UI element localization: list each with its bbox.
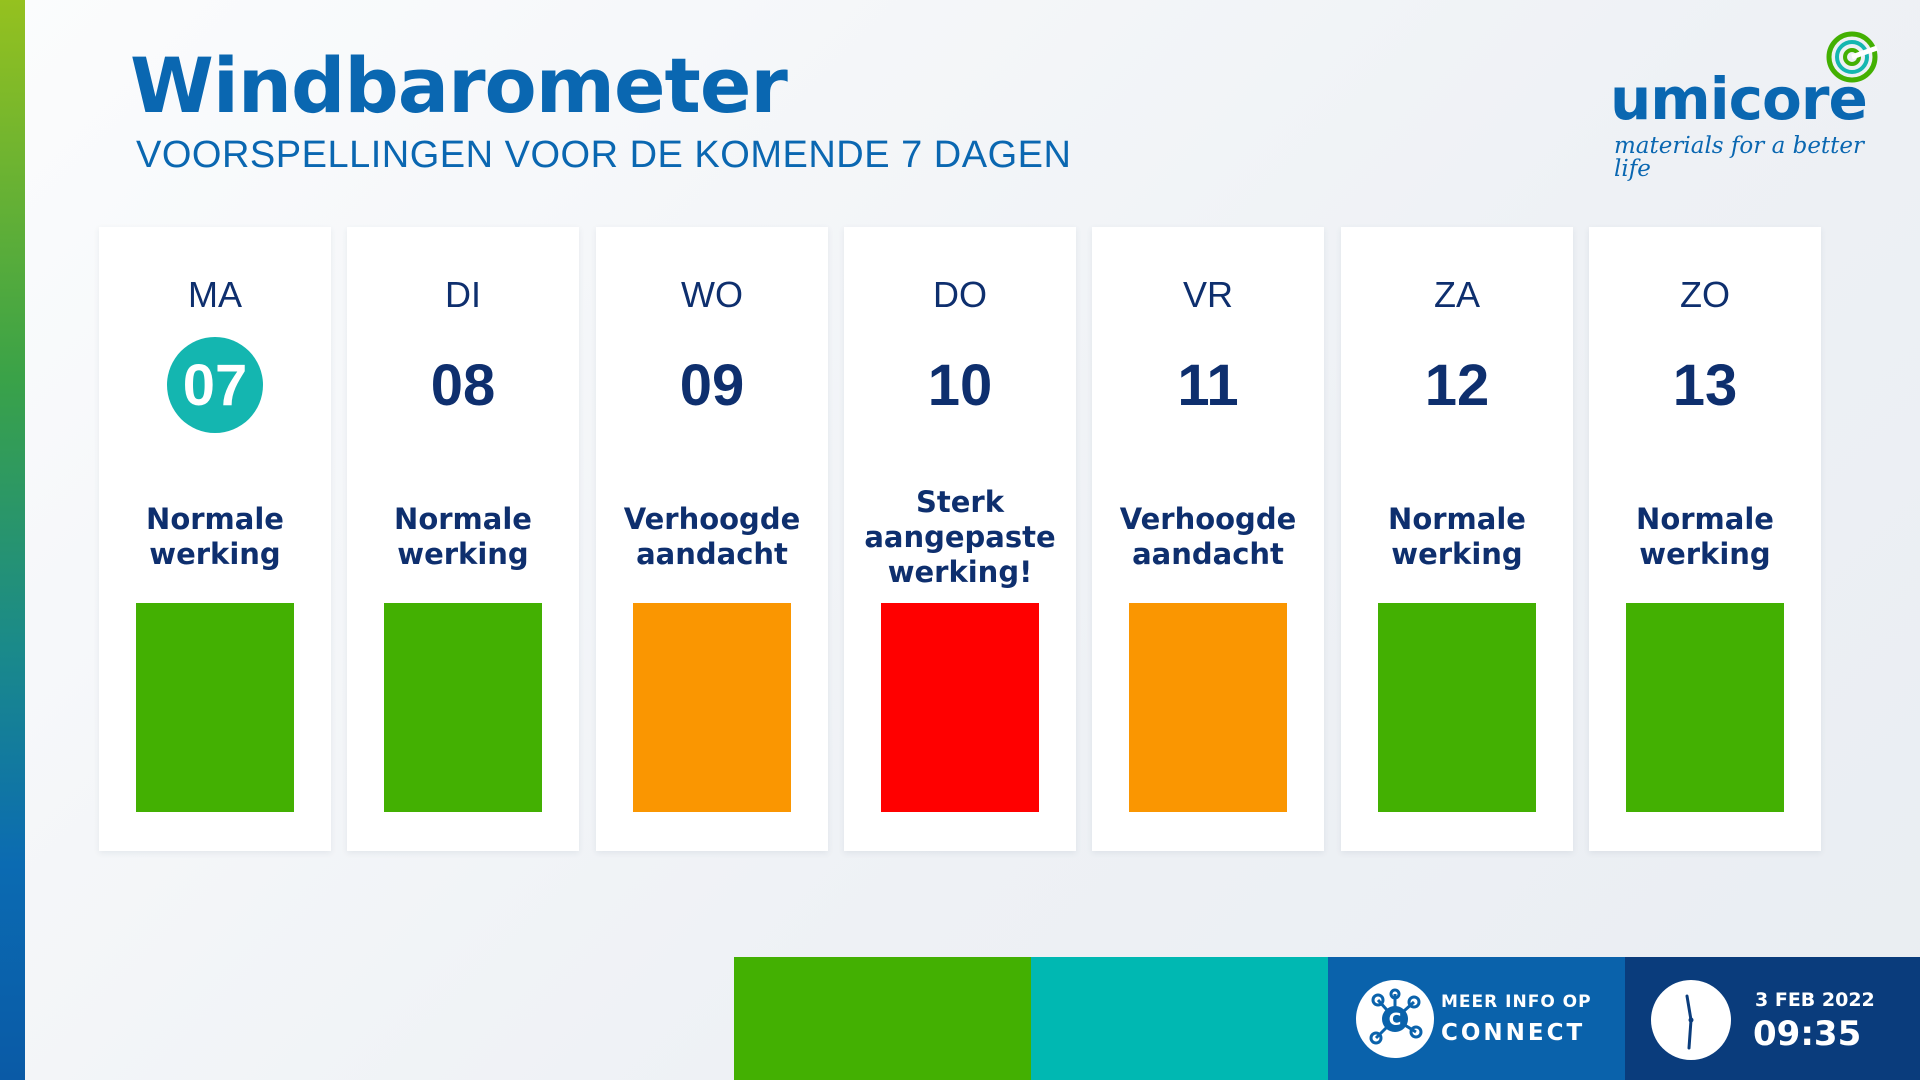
day-name: ZO	[1680, 274, 1730, 315]
page-subtitle: VOORSPELLINGEN VOOR DE KOMENDE 7 DAGEN	[136, 134, 1072, 176]
umicore-swirl-icon	[1826, 31, 1878, 83]
footer-bar: C MEER INFO OP CONNECT 3 FEB 2022 09:35	[734, 957, 1920, 1080]
forecast-cards: MA 07 Normale werking DI 08 Normale werk…	[99, 227, 1821, 851]
footer-green-block	[734, 957, 1031, 1080]
connect-network-icon: C	[1356, 980, 1434, 1058]
status-color-block	[633, 603, 791, 812]
logo-tagline: materials for a better life	[1614, 133, 1865, 182]
day-card: DI 08 Normale werking	[347, 227, 579, 851]
day-card: VR 11 Verhoogde aandacht	[1092, 227, 1324, 851]
day-status: Normale werking	[1636, 502, 1774, 571]
status-color-block	[1129, 603, 1287, 812]
day-name: ZA	[1433, 274, 1480, 315]
footer-teal-block	[1031, 957, 1328, 1080]
day-name: MA	[188, 274, 242, 315]
day-date: 08	[430, 352, 496, 418]
day-date: 12	[1424, 352, 1490, 418]
day-name: DO	[933, 274, 987, 315]
footer-time: 09:35	[1753, 1014, 1862, 1054]
clock-icon	[1651, 980, 1731, 1060]
day-status: Normale werking	[394, 502, 532, 571]
connect-info-line2: CONNECT	[1441, 1020, 1586, 1046]
day-card: MA 07 Normale werking	[99, 227, 331, 851]
day-card: ZA 12 Normale werking	[1341, 227, 1573, 851]
day-status: Sterk aangepaste werking!	[864, 484, 1056, 589]
day-date: 13	[1672, 352, 1738, 418]
status-color-block	[1626, 603, 1784, 812]
day-status: Normale werking	[1388, 502, 1526, 571]
footer-date: 3 FEB 2022	[1755, 989, 1875, 1011]
day-status: Normale werking	[146, 502, 284, 571]
day-date: 07	[167, 337, 263, 433]
connect-info-line1: MEER INFO OP	[1441, 992, 1592, 1012]
day-name: WO	[681, 274, 743, 315]
footer-clock-panel: 3 FEB 2022 09:35	[1625, 957, 1920, 1080]
day-name: DI	[445, 274, 481, 315]
day-card: DO 10 Sterk aangepaste werking!	[844, 227, 1076, 851]
side-accent-bar	[0, 0, 25, 1080]
day-card: WO 09 Verhoogde aandacht	[596, 227, 828, 851]
day-status: Verhoogde aandacht	[623, 502, 801, 571]
day-date: 09	[679, 352, 745, 418]
day-date: 11	[1177, 352, 1239, 418]
umicore-logo: umicore materials for a better life	[1610, 30, 1880, 182]
status-color-block	[136, 603, 294, 812]
svg-text:C: C	[1389, 1010, 1401, 1030]
connect-info-link[interactable]: C MEER INFO OP CONNECT	[1328, 957, 1625, 1080]
day-name: VR	[1182, 274, 1233, 315]
day-status: Verhoogde aandacht	[1119, 502, 1297, 571]
logo-wordmark: umicore	[1610, 65, 1868, 133]
status-color-block	[881, 603, 1039, 812]
day-date: 10	[927, 352, 993, 418]
page-title: Windbarometer	[130, 41, 788, 130]
day-card: ZO 13 Normale werking	[1589, 227, 1821, 851]
status-color-block	[1378, 603, 1536, 812]
status-color-block	[384, 603, 542, 812]
